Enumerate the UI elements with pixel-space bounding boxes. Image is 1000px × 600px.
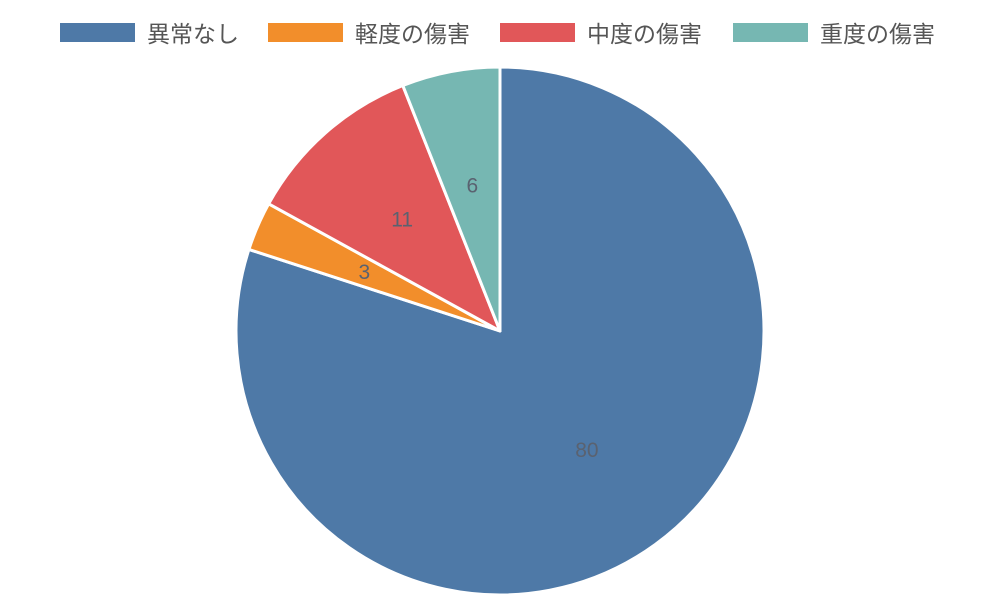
chart-legend: 異常なし 軽度の傷害 中度の傷害 重度の傷害 bbox=[0, 14, 1000, 50]
slice-severe-injury[interactable] bbox=[401, 65, 502, 333]
legend-label-minor-injury: 軽度の傷害 bbox=[355, 22, 470, 48]
legend-swatch-severe-injury bbox=[733, 22, 808, 42]
legend-item-minor-injury[interactable]: 軽度の傷害 bbox=[268, 14, 470, 50]
legend-label-severe-injury: 重度の傷害 bbox=[820, 22, 935, 48]
legend-item-severe-injury[interactable]: 重度の傷害 bbox=[733, 14, 935, 50]
slice-moderate-injury[interactable] bbox=[267, 84, 502, 333]
legend-item-moderate-injury[interactable]: 中度の傷害 bbox=[500, 14, 702, 50]
legend-label-normal: 異常なし bbox=[147, 22, 239, 48]
legend-label-moderate-injury: 中度の傷害 bbox=[587, 22, 702, 48]
slice-label-severe-injury: 6 bbox=[466, 174, 478, 197]
legend-swatch-normal bbox=[60, 22, 135, 42]
slice-label-moderate-injury: 11 bbox=[391, 209, 413, 232]
legend-swatch-minor-injury bbox=[268, 22, 343, 42]
slice-label-minor-injury: 3 bbox=[358, 261, 370, 284]
slice-label-normal: 80 bbox=[575, 439, 598, 462]
legend-swatch-moderate-injury bbox=[500, 22, 575, 42]
legend-item-normal[interactable]: 異常なし bbox=[60, 14, 239, 50]
